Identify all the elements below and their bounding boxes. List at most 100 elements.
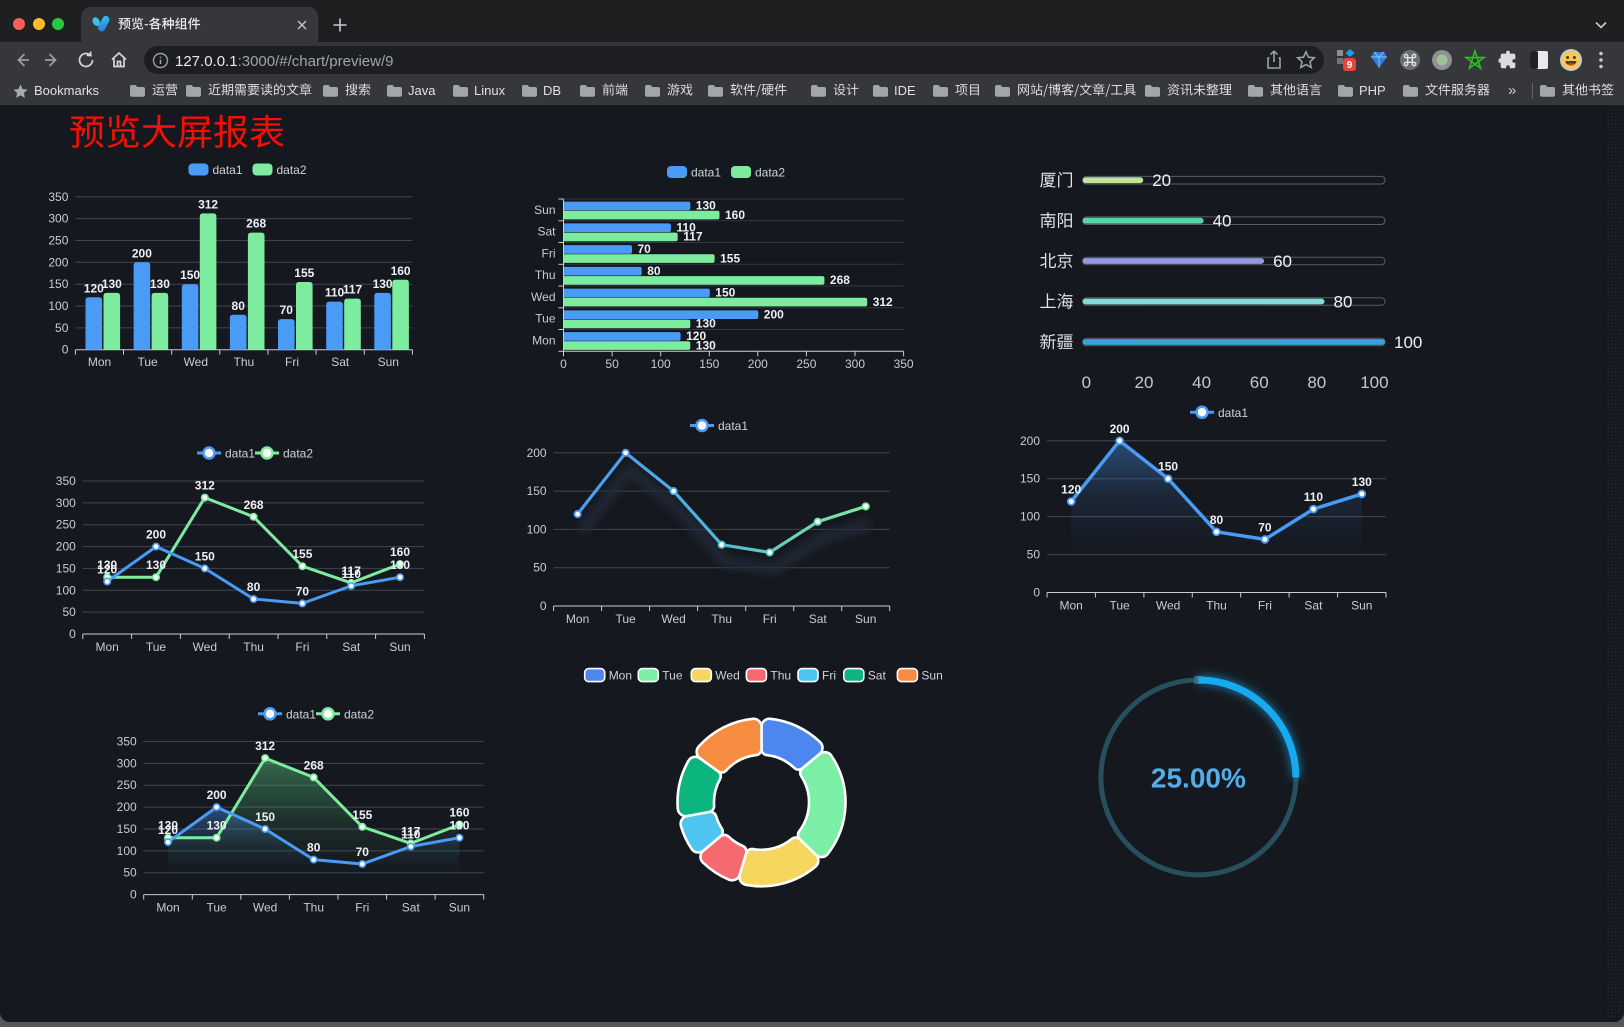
- svg-text:Wed: Wed: [253, 901, 277, 915]
- svg-text:Sat: Sat: [402, 901, 421, 915]
- svg-text:Sat: Sat: [342, 640, 361, 654]
- svg-text:data1: data1: [213, 163, 243, 177]
- svg-text:Wed: Wed: [531, 290, 555, 304]
- svg-text:80: 80: [232, 299, 246, 313]
- svg-text:50: 50: [1027, 548, 1041, 562]
- svg-text:268: 268: [244, 498, 264, 512]
- svg-text:120: 120: [1061, 483, 1081, 497]
- svg-text:Mon: Mon: [1060, 599, 1083, 613]
- svg-text:Sun: Sun: [855, 612, 876, 626]
- svg-text:130: 130: [449, 819, 469, 833]
- svg-text:100: 100: [48, 299, 68, 313]
- svg-text:Tue: Tue: [206, 901, 227, 915]
- svg-text:Mon: Mon: [156, 901, 179, 915]
- svg-text:Thu: Thu: [770, 669, 791, 683]
- svg-text:312: 312: [255, 739, 275, 753]
- svg-text:Sun: Sun: [921, 669, 942, 683]
- svg-text:Mon: Mon: [88, 355, 111, 369]
- svg-text:155: 155: [292, 547, 312, 561]
- svg-text:130: 130: [97, 558, 117, 572]
- svg-text:130: 130: [696, 199, 716, 213]
- svg-text:50: 50: [55, 321, 69, 335]
- svg-text:0: 0: [62, 343, 69, 357]
- svg-text:117: 117: [342, 564, 362, 578]
- svg-text:155: 155: [352, 808, 372, 822]
- svg-text:150: 150: [56, 561, 76, 575]
- svg-text:Tue: Tue: [146, 640, 167, 654]
- svg-text:data2: data2: [344, 707, 374, 721]
- svg-text:130: 130: [696, 317, 716, 331]
- svg-text:130: 130: [150, 277, 170, 291]
- svg-text:Tue: Tue: [662, 669, 683, 683]
- svg-text:80: 80: [647, 264, 661, 278]
- svg-text:Fri: Fri: [285, 355, 299, 369]
- svg-text:50: 50: [123, 866, 137, 880]
- svg-text:Fri: Fri: [1258, 599, 1272, 613]
- svg-text:120: 120: [158, 823, 178, 837]
- svg-text:100: 100: [117, 844, 137, 858]
- svg-text:200: 200: [132, 246, 152, 260]
- svg-text:Sat: Sat: [331, 355, 350, 369]
- svg-text:data1: data1: [286, 707, 316, 721]
- svg-text:250: 250: [56, 518, 76, 532]
- svg-text:300: 300: [845, 357, 865, 371]
- svg-text:130: 130: [1352, 475, 1372, 489]
- svg-text:Tue: Tue: [137, 355, 158, 369]
- svg-text:300: 300: [48, 212, 68, 226]
- svg-text:130: 130: [207, 819, 227, 833]
- svg-text:100: 100: [1360, 373, 1388, 392]
- svg-text:110: 110: [401, 828, 421, 842]
- svg-text:110: 110: [1304, 490, 1324, 504]
- svg-text:60: 60: [1273, 252, 1292, 271]
- svg-text:130: 130: [146, 558, 166, 572]
- svg-text:130: 130: [390, 558, 410, 572]
- svg-text:150: 150: [255, 810, 275, 824]
- svg-text:data1: data1: [1218, 406, 1248, 420]
- svg-text:200: 200: [1020, 434, 1040, 448]
- svg-text:120: 120: [686, 329, 706, 343]
- svg-text:9: 9: [1347, 60, 1353, 71]
- svg-text:200: 200: [1110, 422, 1130, 436]
- svg-text:Mon: Mon: [566, 612, 589, 626]
- svg-text:250: 250: [796, 357, 816, 371]
- svg-text:0: 0: [560, 357, 567, 371]
- svg-text:80: 80: [1210, 513, 1224, 527]
- svg-text:data2: data2: [755, 166, 785, 180]
- svg-text:data1: data1: [691, 166, 721, 180]
- svg-text:120: 120: [84, 281, 104, 295]
- svg-text:Sat: Sat: [868, 669, 887, 683]
- svg-text:70: 70: [638, 242, 652, 256]
- svg-text:155: 155: [720, 251, 740, 265]
- svg-text:40: 40: [1213, 212, 1232, 231]
- svg-text:Mon: Mon: [96, 640, 119, 654]
- svg-text:25.00%: 25.00%: [1151, 762, 1246, 793]
- svg-text:250: 250: [117, 778, 137, 792]
- svg-text:160: 160: [449, 806, 469, 820]
- svg-text:Mon: Mon: [532, 333, 555, 347]
- svg-text:70: 70: [280, 303, 294, 317]
- svg-text:0: 0: [130, 888, 137, 902]
- svg-text:100: 100: [1020, 510, 1040, 524]
- svg-text:130: 130: [102, 277, 122, 291]
- svg-text:Wed: Wed: [661, 612, 685, 626]
- svg-text:155: 155: [294, 266, 314, 280]
- svg-text:0: 0: [1033, 586, 1040, 600]
- svg-text:120: 120: [97, 563, 117, 577]
- svg-text:150: 150: [699, 357, 719, 371]
- svg-text:data1: data1: [225, 447, 255, 461]
- svg-text:150: 150: [117, 822, 137, 836]
- svg-text:Fri: Fri: [822, 669, 836, 683]
- svg-text:Thu: Thu: [243, 640, 264, 654]
- svg-text:Thu: Thu: [1206, 599, 1227, 613]
- svg-text:300: 300: [56, 496, 76, 510]
- svg-text:Sat: Sat: [1304, 599, 1323, 613]
- svg-text:200: 200: [764, 307, 784, 321]
- svg-text:Fri: Fri: [355, 901, 369, 915]
- svg-text:200: 200: [48, 255, 68, 269]
- svg-text:350: 350: [56, 474, 76, 488]
- svg-text:Thu: Thu: [535, 268, 556, 282]
- svg-text:0: 0: [1082, 373, 1091, 392]
- svg-text:150: 150: [715, 286, 735, 300]
- svg-text:200: 200: [146, 528, 166, 542]
- svg-text:117: 117: [401, 824, 421, 838]
